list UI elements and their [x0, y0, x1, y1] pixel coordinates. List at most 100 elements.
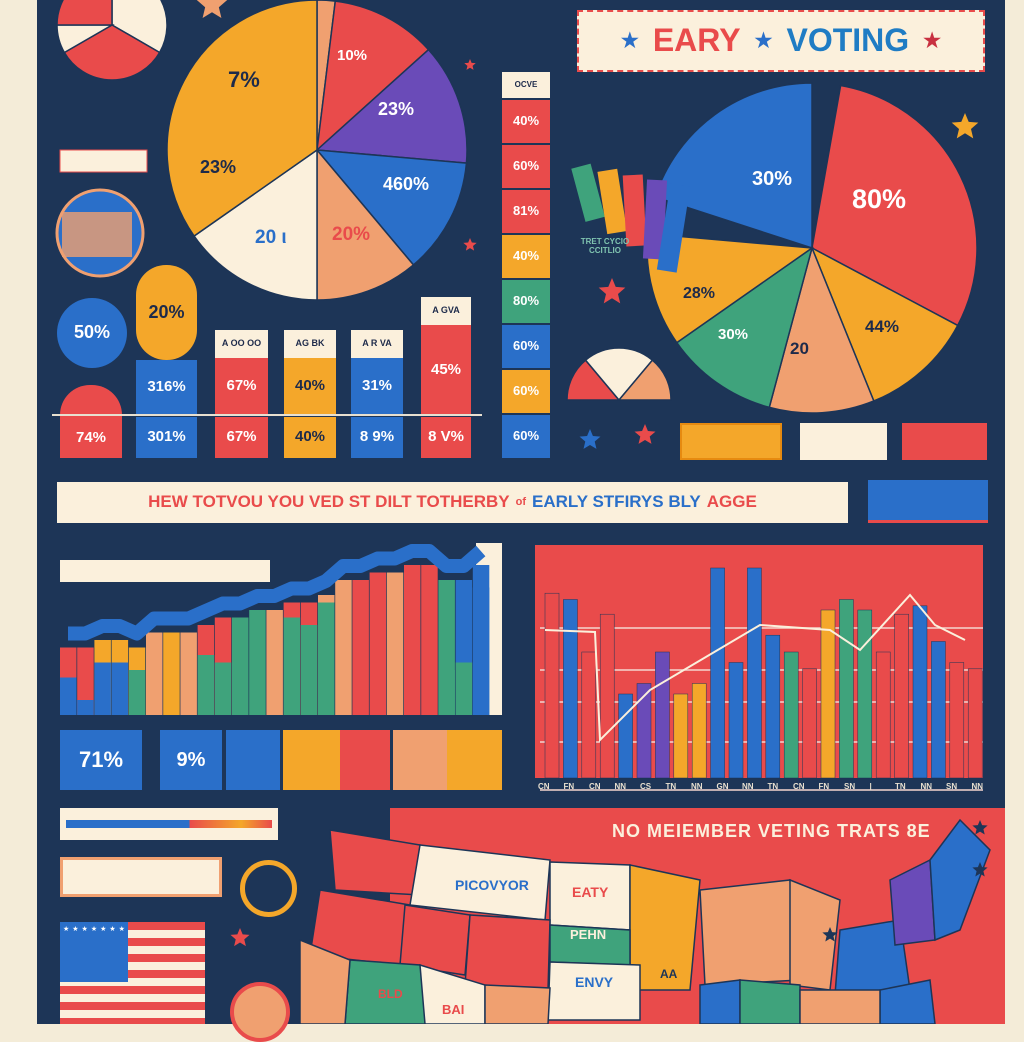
- bar-card-value: 67%: [215, 417, 268, 458]
- stat-box: [447, 730, 502, 790]
- state-shape: [799, 989, 881, 1024]
- star-icon: [972, 820, 988, 835]
- gauge-segment: [617, 359, 672, 401]
- small-pie-slice: [111, 0, 168, 54]
- small-pie-slice: [56, 0, 113, 26]
- pie-slice: [166, 0, 318, 238]
- bar: [931, 641, 946, 779]
- area-bar: [180, 632, 197, 715]
- pie-label: 80%: [852, 184, 907, 214]
- x-tick-label: NN: [614, 782, 627, 791]
- area-bar-segment: [94, 662, 111, 715]
- x-tick-label: FN: [818, 782, 830, 791]
- pie-slice: [316, 0, 430, 152]
- area-bar-segment: [472, 587, 490, 715]
- bar: [599, 613, 615, 779]
- stack-header: OCVE: [502, 72, 550, 98]
- x-tick-label: NN: [742, 782, 754, 791]
- bar: [820, 609, 836, 779]
- stat-box: 71%: [60, 730, 142, 790]
- stat-pill-red: 74%: [60, 385, 122, 458]
- state-label: AA: [660, 967, 678, 981]
- bar: [783, 651, 799, 779]
- x-tick-label: NN: [971, 782, 984, 791]
- bar-card-value: 40%: [284, 417, 336, 458]
- stack-cell: 40%: [502, 100, 550, 143]
- star-icon: ★: [923, 30, 942, 52]
- side-text: TRET CYCIO CCITLIO: [580, 237, 630, 255]
- bar: [857, 609, 873, 779]
- state-shape: [547, 961, 641, 1021]
- pie-label: 23%: [378, 99, 415, 119]
- bar: [747, 567, 762, 779]
- bar-card-value: 8 V%: [421, 417, 471, 458]
- x-tick-label: TN: [895, 782, 906, 791]
- pie-label: 7%: [228, 67, 260, 92]
- x-tick-label: CN: [589, 782, 601, 791]
- info-box: [902, 423, 987, 460]
- pie-slice: [810, 246, 959, 402]
- bar: [544, 592, 560, 779]
- title-part1: EARY: [652, 22, 741, 59]
- bar: [802, 668, 817, 779]
- area-bar-segment: [197, 655, 215, 715]
- bar: [636, 683, 652, 779]
- stat-box: [226, 730, 280, 790]
- stat-pill: 20%: [136, 265, 197, 360]
- star-icon: [972, 862, 988, 877]
- x-tick-label: TN: [665, 782, 677, 791]
- bar-card-value: 45%: [421, 325, 471, 415]
- bar: [618, 693, 633, 779]
- state-label: PEHN: [570, 927, 607, 942]
- chart-label-box: [60, 560, 270, 582]
- stack-cell: 40%: [502, 235, 550, 278]
- bar: [581, 651, 597, 779]
- bar: [691, 683, 707, 779]
- badge-icon: [230, 982, 290, 1042]
- x-tick-label: CN: [793, 782, 805, 791]
- area-bar: [163, 632, 180, 715]
- pie-label: 30%: [752, 168, 793, 190]
- pie-slice: [654, 82, 813, 250]
- trend-line: [544, 593, 966, 743]
- pie-label: 460%: [383, 174, 430, 194]
- star-icon: [579, 429, 601, 449]
- state-label: EATY: [572, 884, 609, 900]
- bar: [710, 567, 725, 779]
- star-icon: [951, 113, 979, 139]
- area-bar-segment: [455, 662, 473, 715]
- area-bar-segment: [232, 662, 249, 715]
- state-label: BLD: [378, 987, 403, 1001]
- state-shape: [484, 984, 551, 1024]
- banner-text: EARLY STFIRYS BLY: [531, 492, 701, 512]
- bar: [563, 599, 578, 779]
- baseline: [52, 414, 482, 416]
- x-tick-label: NN: [691, 782, 703, 791]
- area-bar: [77, 647, 94, 715]
- x-tick-label: CS: [640, 782, 652, 791]
- pie-label: 28%: [683, 285, 716, 302]
- star-icon: [598, 278, 626, 304]
- area-bar-segment: [60, 677, 77, 715]
- star-icon: [196, 0, 228, 18]
- stat-box: [283, 730, 340, 790]
- label-box: [60, 857, 222, 897]
- stat-box: 9%: [160, 730, 222, 790]
- banner-text: of: [515, 496, 526, 509]
- bar: [967, 668, 983, 779]
- pie-slice: [315, 48, 468, 164]
- state-shape: [419, 963, 486, 1024]
- star-icon: [230, 928, 250, 947]
- fan-segment: [571, 163, 605, 222]
- bar-card-value: 316%: [136, 360, 197, 415]
- fan-segment: [642, 179, 668, 260]
- bar-card-value: 67%: [215, 358, 268, 415]
- area-bar-segment: [300, 625, 318, 715]
- label-box: [59, 149, 148, 173]
- area-bar: [386, 572, 404, 715]
- area-bar-segment: [128, 670, 146, 715]
- star-icon: [464, 59, 476, 70]
- state-shape: [699, 979, 741, 1024]
- area-bar-segment: [318, 602, 335, 715]
